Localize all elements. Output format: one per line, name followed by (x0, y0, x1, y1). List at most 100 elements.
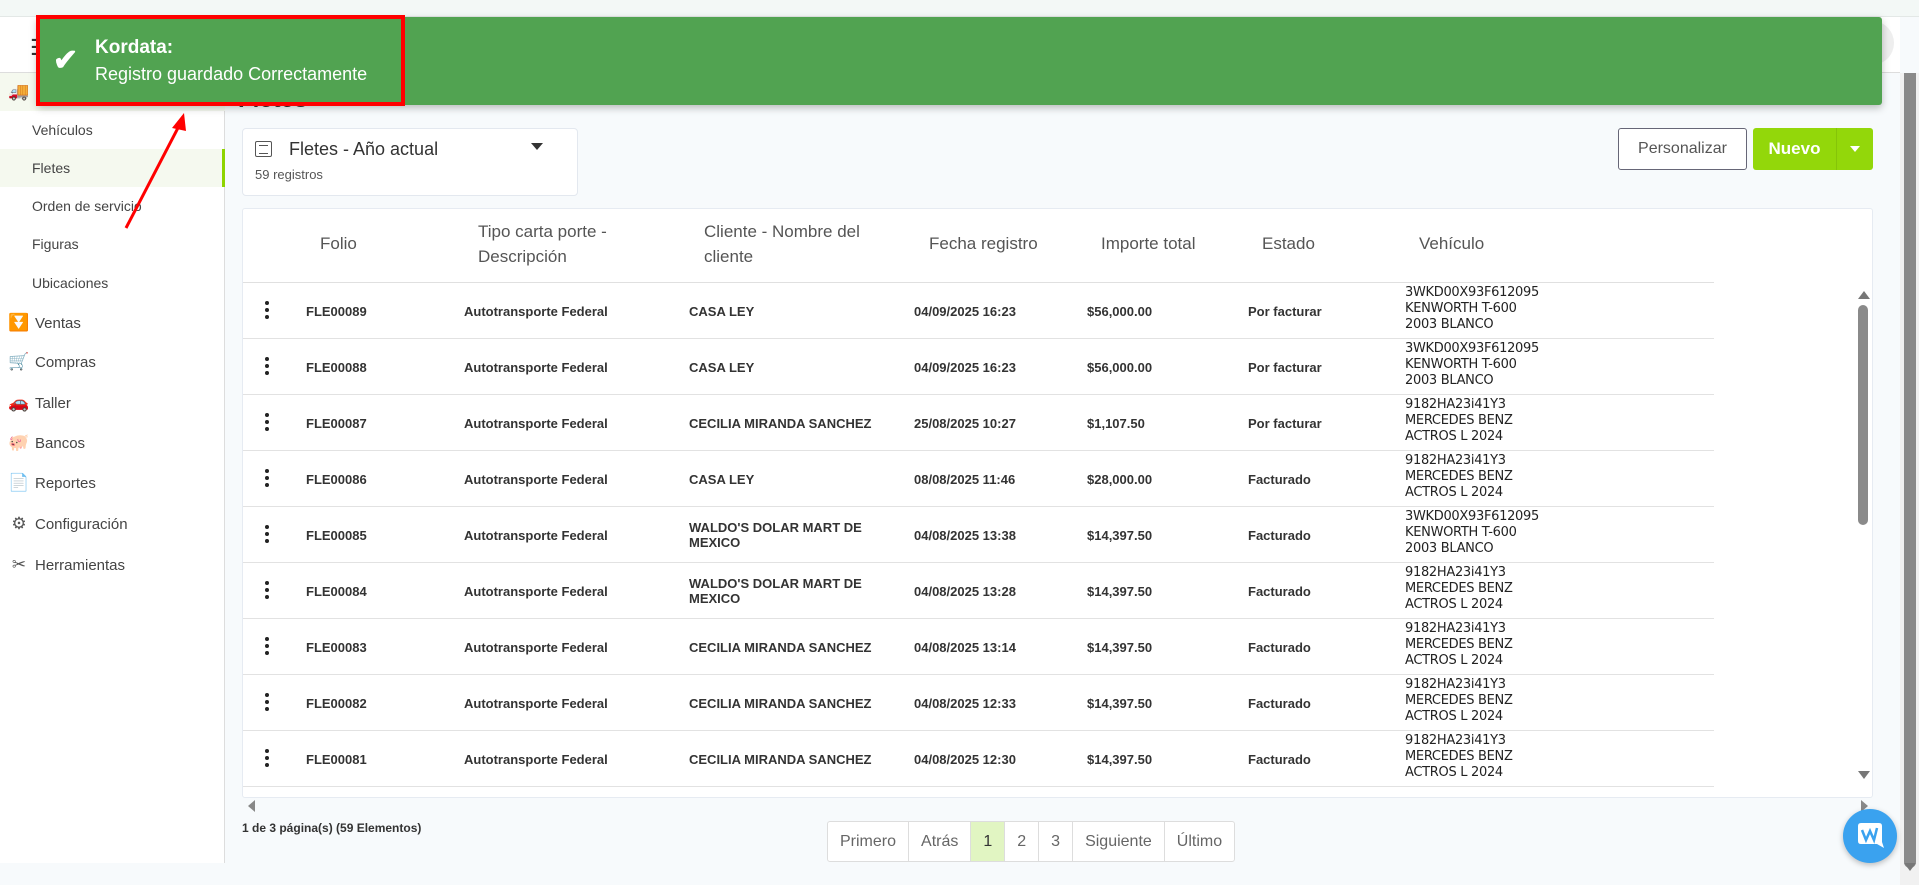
cell-tipo: Autotransporte Federal (464, 415, 608, 431)
table-vertical-scrollbar[interactable] (1854, 283, 1872, 783)
scroll-right-icon[interactable] (1861, 800, 1868, 812)
column-header-importe[interactable]: Importe total (1101, 234, 1196, 253)
page-button-3[interactable]: 1 (971, 822, 1006, 861)
page-button-4[interactable]: 2 (1005, 822, 1040, 861)
sidebar-item-compras[interactable]: 🛒 Compras (0, 343, 225, 381)
page-button-5[interactable]: 3 (1039, 822, 1074, 861)
view-selector[interactable]: Fletes - Año actual 59 registros (242, 128, 578, 196)
more-options-icon[interactable] (263, 301, 271, 321)
tools-icon: ✂ (11, 555, 27, 574)
cell-tipo: Autotransporte Federal (464, 359, 608, 375)
cell-vehiculo: 9182HA23i41Y3 MERCEDES BENZ ACTROS L 2024 (1405, 731, 1513, 787)
scroll-down-icon[interactable] (1904, 863, 1916, 871)
more-options-icon[interactable] (263, 749, 271, 769)
scroll-down-icon[interactable] (1858, 771, 1870, 779)
truck-icon: 🚚 (8, 82, 30, 101)
more-options-icon[interactable] (263, 693, 271, 713)
vehicle-line: 9182HA23i41Y3 (1405, 565, 1506, 580)
more-options-icon[interactable] (263, 469, 271, 489)
table-row[interactable]: FLE00085 Autotransporte Federal WALDO'S DO… (243, 507, 1714, 563)
page-button-2[interactable]: Atrás (909, 822, 972, 861)
caret-down-icon[interactable] (531, 143, 543, 150)
new-button[interactable]: Nuevo (1753, 128, 1837, 170)
scroll-up-icon[interactable] (1858, 291, 1870, 299)
page-button-7[interactable]: Último (1176, 832, 1223, 850)
column-header-fecha[interactable]: Fecha registro (929, 234, 1038, 253)
cell-estado: Facturado (1248, 751, 1311, 767)
data-table: Folio Tipo carta porte - Descripción Cli… (242, 208, 1873, 798)
more-options-icon[interactable] (263, 581, 271, 601)
customize-button[interactable]: Personalizar (1618, 128, 1747, 170)
sidebar-item-orden-servicio[interactable]: Orden de servicio (0, 187, 225, 225)
cell-tipo: Autotransporte Federal (464, 695, 608, 711)
table-row[interactable]: FLE00087 Autotransporte Federal CECILIA MI… (243, 395, 1714, 451)
sidebar-item-vehiculos[interactable]: Vehículos (0, 111, 225, 149)
sidebar-item-label: Fletes (32, 160, 71, 176)
column-header-folio[interactable]: Folio (320, 234, 357, 253)
cell-vehiculo: 9182HA23i41Y3 MERCEDES BENZ ACTROS L 2024 (1405, 451, 1513, 507)
table-row[interactable]: FLE00082 Autotransporte Federal CECILIA MI… (243, 675, 1714, 731)
scrollbar-thumb[interactable] (1904, 73, 1916, 868)
table-row[interactable]: FLE00081 Autotransporte Federal CECILIA MI… (243, 731, 1714, 787)
cell-folio: FLE00086 (306, 471, 367, 487)
sidebar-item-ubicaciones[interactable]: Ubicaciones (0, 264, 225, 302)
vehicle-line: ACTROS L 2024 (1405, 429, 1503, 444)
column-header-vehiculo[interactable]: Vehículo (1419, 234, 1485, 253)
table-row[interactable]: FLE00086 Autotransporte Federal CASA LEY 08… (243, 451, 1714, 507)
column-header-estado[interactable]: Estado (1262, 234, 1315, 253)
sidebar-item-reportes[interactable]: 📄 Reportes (0, 464, 225, 502)
sidebar-item-label: Vehículos (32, 122, 93, 138)
vehicle-line: MERCEDES BENZ (1405, 413, 1513, 428)
vehicle-line: 2003 BLANCO (1405, 373, 1494, 388)
vehicle-line: 2003 BLANCO (1405, 317, 1494, 332)
sidebar-item-herramientas[interactable]: ✂ Herramientas (0, 546, 225, 584)
cell-tipo: Autotransporte Federal (464, 583, 608, 599)
cell-folio: FLE00087 (306, 415, 367, 431)
page-scrollbar[interactable] (1900, 73, 1919, 885)
cell-estado: Facturado (1248, 639, 1311, 655)
chat-widget-button[interactable] (1843, 809, 1897, 863)
view-title: Fletes - Año actual (289, 139, 439, 159)
more-options-icon[interactable] (263, 413, 271, 433)
page-button-6[interactable]: Siguiente (1073, 822, 1165, 861)
check-icon: ✔ (53, 44, 79, 77)
cell-importe: $14,397.50 (1087, 583, 1153, 599)
sidebar-item-label: Figuras (32, 236, 79, 252)
table-row[interactable]: FLE00083 Autotransporte Federal CECILIA MI… (243, 619, 1714, 675)
cell-cliente: WALDO'S DOLAR MART DE MEXICO (689, 520, 862, 550)
sidebar-item-figuras[interactable]: Figuras (0, 225, 225, 263)
cell-fecha: 04/08/2025 13:38 (914, 527, 1016, 543)
sidebar-item-configuracion[interactable]: ⚙ Configuración (0, 505, 225, 543)
more-options-icon[interactable] (263, 525, 271, 545)
cell-tipo: Autotransporte Federal (464, 471, 608, 487)
new-dropdown-button[interactable] (1837, 128, 1873, 170)
more-options-icon[interactable] (263, 637, 271, 657)
scroll-left-icon[interactable] (248, 800, 255, 812)
vehicle-line: 9182HA23i41Y3 (1405, 621, 1506, 636)
cell-estado: Facturado (1248, 583, 1311, 599)
cell-fecha: 04/08/2025 12:33 (914, 695, 1016, 711)
cell-tipo: Autotransporte Federal (464, 639, 608, 655)
table-row[interactable]: FLE00089 Autotransporte Federal CASA LEY 04… (243, 283, 1714, 339)
cell-estado: Facturado (1248, 527, 1311, 543)
vehicle-line: 9182HA23i41Y3 (1405, 397, 1506, 412)
cell-fecha: 04/08/2025 13:28 (914, 583, 1016, 599)
cell-importe: $14,397.50 (1087, 639, 1153, 655)
sidebar-item-taller[interactable]: 🚗 Taller (0, 384, 225, 422)
cell-folio: FLE00085 (306, 527, 367, 543)
scrollbar-thumb[interactable] (1858, 305, 1868, 525)
table-header: Folio Tipo carta porte - Descripción Cli… (243, 209, 1714, 283)
table-row[interactable]: FLE00088 Autotransporte Federal CASA LEY 04… (243, 339, 1714, 395)
page-button-1[interactable]: Primero (828, 822, 910, 861)
sidebar-item-bancos[interactable]: 🐖 Bancos (0, 424, 225, 462)
sidebar-item-fletes[interactable]: Fletes (0, 149, 225, 187)
more-options-icon[interactable] (263, 357, 271, 377)
sidebar-item-ventas[interactable]: ⏬ Ventas (0, 304, 225, 342)
cell-importe: $56,000.00 (1087, 359, 1153, 375)
vehicle-line: 3WKD00X93F612095 (1405, 509, 1539, 524)
column-header-cliente[interactable]: Cliente - Nombre del cliente (704, 222, 860, 266)
pagination-info: 1 de 3 página(s) (59 Elementos) (242, 821, 422, 835)
success-toast[interactable]: ✔ Kordata: Registro guardado Correctamen… (37, 17, 1882, 105)
table-row[interactable]: FLE00084 Autotransporte Federal WALDO'S DO… (243, 563, 1714, 619)
column-header-tipo[interactable]: Tipo carta porte - Descripción (478, 222, 607, 266)
